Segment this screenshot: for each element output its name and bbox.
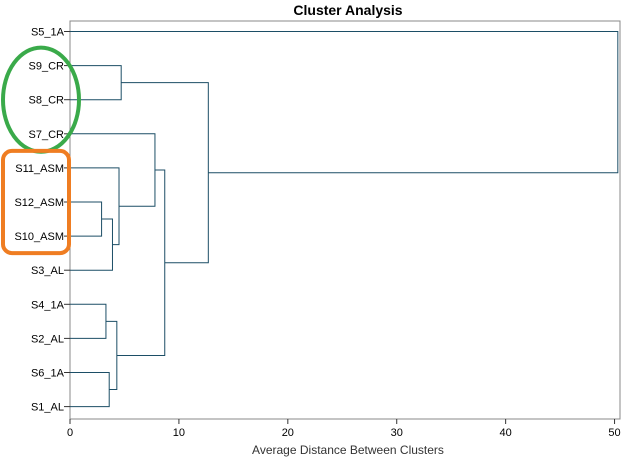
x-tick-label-0: 0 [67, 427, 73, 439]
leaf-label-s11-asm: S11_ASM [15, 163, 64, 175]
leaf-label-s10-asm: S10_ASM [14, 231, 64, 243]
merge-link-6 [70, 65, 122, 101]
merge-link-0 [70, 201, 103, 237]
x-tick-label-20: 20 [282, 427, 294, 439]
annotation-box-1 [1, 148, 71, 256]
x-tick-label-50: 50 [608, 427, 620, 439]
x-tick-label-30: 30 [391, 427, 403, 439]
leaf-label-s3-al: S3_AL [31, 265, 64, 277]
leaf-label-s5-1a: S5_1A [31, 27, 65, 39]
leaf-label-s2-al: S2_AL [31, 333, 64, 345]
merge-link-5 [70, 167, 120, 246]
merge-link-4 [105, 320, 118, 391]
leaf-label-s9-cr: S9_CR [29, 61, 65, 73]
leaf-label-s6-1a: S6_1A [31, 368, 65, 380]
leaf-label-s4-1a: S4_1A [31, 299, 65, 311]
chart-title: Cluster Analysis [293, 2, 402, 18]
x-axis-label: Average Distance Between Clusters [252, 443, 444, 457]
plot-frame [69, 20, 621, 420]
merge-link-3 [70, 218, 113, 271]
leaf-label-s1-al: S1_AL [31, 402, 64, 414]
dendrogram-links [64, 31, 619, 408]
merge-link-2 [70, 372, 110, 408]
leaf-label-s7-cr: S7_CR [29, 129, 65, 141]
leaf-labels: S5_1A S9_CR S8_CR S7_CR S11_ASM S12_ASM S10_AS… [14, 27, 64, 414]
leaf-label-s12-asm: S12_ASM [14, 197, 64, 209]
x-tick-label-10: 10 [173, 427, 185, 439]
merge-link-1 [70, 303, 107, 339]
highlight-annotations [1, 45, 81, 256]
leaf-label-s8-cr: S8_CR [29, 95, 65, 107]
x-axis: 0 10 20 30 40 50 [67, 419, 621, 439]
merge-link-10 [70, 31, 619, 174]
x-tick-label-40: 40 [500, 427, 512, 439]
merge-link-7 [70, 133, 156, 207]
merge-link-8 [116, 169, 166, 356]
